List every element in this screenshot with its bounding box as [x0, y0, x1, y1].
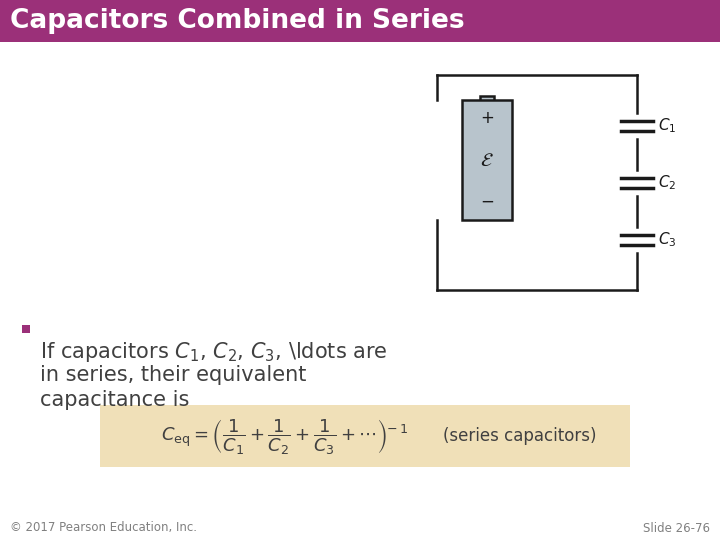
Bar: [100, 405, 630, 467]
Bar: [22, 325, 30, 333]
Text: Slide 26-76: Slide 26-76: [643, 522, 710, 535]
Text: Capacitors Combined in Series: Capacitors Combined in Series: [10, 8, 464, 34]
Bar: [480, 96, 494, 104]
Text: © 2017 Pearson Education, Inc.: © 2017 Pearson Education, Inc.: [10, 522, 197, 535]
Text: $\mathcal{E}$: $\mathcal{E}$: [480, 151, 494, 170]
Text: $C_1$: $C_1$: [658, 117, 676, 136]
Bar: [0, 0, 720, 42]
Text: +: +: [480, 109, 494, 127]
Text: in series, their equivalent: in series, their equivalent: [40, 365, 307, 385]
Text: (series capacitors): (series capacitors): [444, 427, 597, 445]
Text: $C_3$: $C_3$: [658, 231, 677, 249]
Text: $C_2$: $C_2$: [658, 174, 676, 192]
Text: capacitance is: capacitance is: [40, 390, 189, 410]
Text: $C_{\rm eq} = \left(\dfrac{1}{C_1}+\dfrac{1}{C_2}+\dfrac{1}{C_3}+\cdots\right)^{: $C_{\rm eq} = \left(\dfrac{1}{C_1}+\dfra…: [161, 416, 408, 456]
Text: If capacitors $C_1$, $C_2$, $C_3$, \ldots are: If capacitors $C_1$, $C_2$, $C_3$, \ldot…: [40, 340, 387, 364]
Bar: [462, 100, 512, 220]
Text: −: −: [480, 193, 494, 211]
